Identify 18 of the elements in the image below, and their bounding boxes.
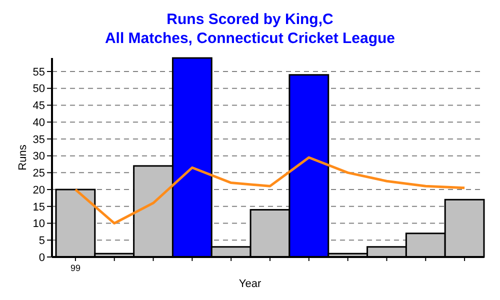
y-tick-label: 30: [32, 150, 45, 163]
y-tick-label: 50: [32, 83, 45, 96]
y-tick-label: 35: [32, 134, 45, 146]
chart-subtitle: All Matches, Connecticut Cricket League: [104, 30, 396, 47]
x-tick-label: 99: [70, 263, 80, 273]
y-tick-label: 15: [32, 201, 45, 214]
y-tick-label: 10: [32, 218, 45, 230]
y-tick-label: 25: [32, 168, 45, 180]
y-tick-label: 20: [32, 184, 45, 196]
y-tick-label: 40: [32, 116, 45, 129]
y-tick-label: 0: [38, 252, 45, 264]
line-series: [74, 156, 466, 225]
chart-title: Runs Scored by King,C: [166, 11, 334, 28]
x-axis-title: Year: [238, 278, 262, 290]
y-tick-label: 45: [32, 100, 45, 112]
y-tick-label: 5: [38, 234, 45, 247]
y-axis-title: Runs: [17, 144, 29, 170]
y-tick-label: 55: [32, 66, 45, 78]
